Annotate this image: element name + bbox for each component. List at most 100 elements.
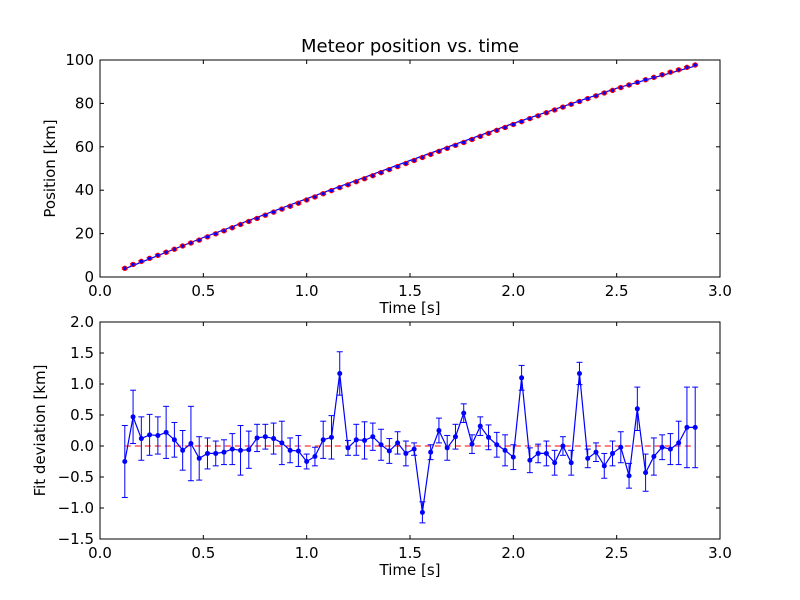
deviation-ytick-label: 0.0 — [70, 437, 94, 455]
position-point — [634, 79, 641, 86]
deviation-point — [147, 432, 153, 438]
deviation-point — [254, 435, 260, 441]
position-point — [155, 252, 161, 259]
position-xtick-label: 1.5 — [398, 282, 422, 300]
deviation-point — [287, 447, 293, 453]
position-point — [601, 90, 607, 96]
deviation-point — [568, 460, 574, 466]
deviation-point — [560, 443, 566, 449]
position-xtick-label: 3.0 — [708, 282, 732, 300]
deviation-point — [180, 447, 186, 453]
position-point — [188, 240, 194, 246]
deviation-point — [651, 454, 657, 460]
position-point — [179, 243, 186, 249]
position-point — [163, 249, 169, 255]
deviation-point — [419, 509, 425, 515]
position-ytick-label: 80 — [75, 94, 94, 112]
position-point — [502, 124, 508, 131]
deviation-ytick-label: 1.0 — [70, 375, 94, 393]
deviation-point — [535, 450, 541, 456]
deviation-point — [610, 450, 616, 456]
deviation-point — [486, 434, 492, 440]
deviation-point — [295, 448, 301, 454]
position-point — [146, 255, 153, 262]
position-point — [345, 182, 351, 188]
deviation-point — [643, 470, 649, 476]
position-point — [246, 218, 252, 225]
position-point — [411, 157, 417, 164]
deviation-point — [271, 436, 277, 442]
position-point — [494, 127, 500, 134]
deviation-point — [362, 437, 368, 443]
fit-deviation-plot-area — [99, 321, 721, 540]
position-point — [394, 163, 401, 170]
position-point — [130, 261, 136, 268]
position-point — [626, 82, 632, 88]
deviation-point — [502, 447, 508, 453]
deviation-point — [510, 454, 516, 460]
position-plot-title: Meteor position vs. time — [301, 36, 519, 57]
position-xtick-label: 0.5 — [191, 282, 215, 300]
position-point — [684, 64, 690, 71]
deviation-point — [519, 375, 525, 381]
deviation-point — [601, 463, 607, 469]
position-plot-xlabel: Time [s] — [379, 299, 441, 317]
deviation-point — [345, 445, 351, 451]
deviation-point — [444, 445, 450, 451]
position-point — [461, 139, 467, 146]
position-point — [361, 175, 368, 182]
deviation-xtick-label: 2.5 — [605, 544, 629, 562]
deviation-point — [411, 446, 417, 452]
deviation-xtick-label: 1.0 — [295, 544, 319, 562]
deviation-point — [122, 459, 128, 464]
position-point — [204, 234, 211, 240]
deviation-ytick-label: −1.5 — [58, 530, 94, 548]
deviation-point — [304, 459, 310, 464]
deviation-point — [543, 450, 549, 456]
deviation-point — [312, 454, 318, 460]
position-point — [485, 130, 492, 137]
position-point — [138, 258, 145, 265]
position-point — [427, 151, 434, 158]
deviation-point — [163, 429, 169, 435]
deviation-point — [552, 460, 558, 466]
position-plot-ylabel: Position [km] — [41, 119, 59, 217]
deviation-point — [353, 437, 359, 443]
position-xtick-label: 0.0 — [88, 282, 112, 300]
deviation-point — [469, 441, 475, 447]
deviation-point — [477, 423, 483, 429]
position-ytick-label: 0 — [84, 268, 94, 286]
position-point — [436, 148, 442, 155]
deviation-point — [320, 437, 326, 443]
position-point — [527, 115, 533, 122]
position-point — [221, 228, 227, 234]
position-point — [560, 104, 566, 110]
position-point — [213, 231, 219, 237]
deviation-xtick-label: 3.0 — [708, 544, 732, 562]
position-point — [287, 203, 293, 209]
deviation-ytick-label: 1.5 — [70, 344, 94, 362]
position-point — [609, 87, 616, 94]
deviation-point — [494, 442, 500, 448]
position-point — [576, 98, 583, 105]
position-point — [419, 154, 426, 161]
position-point — [386, 166, 393, 173]
position-point — [403, 160, 409, 167]
deviation-point — [684, 424, 690, 430]
deviation-point — [428, 449, 434, 455]
deviation-ytick-label: 2.0 — [70, 313, 94, 331]
deviation-point — [370, 434, 376, 440]
deviation-point — [634, 406, 640, 412]
position-point — [378, 169, 384, 176]
fit-deviation-plot-xlabel: Time [s] — [379, 561, 441, 579]
deviation-point — [676, 440, 682, 446]
fit-deviation-plot-ylabel: Fit deviation [km] — [31, 365, 49, 497]
deviation-point — [378, 442, 384, 448]
deviation-point — [196, 455, 202, 461]
position-point — [535, 113, 541, 119]
position-point — [122, 265, 128, 272]
deviation-point — [213, 450, 219, 456]
deviation-point — [585, 455, 591, 461]
position-plot-area — [99, 59, 721, 278]
